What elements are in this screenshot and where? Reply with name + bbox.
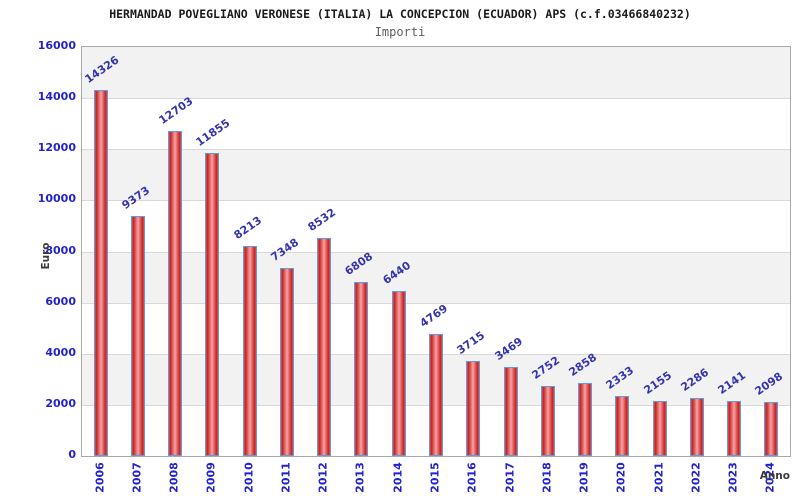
bar-2007 — [130, 216, 145, 456]
gridline — [82, 251, 790, 253]
bar-2024 — [764, 402, 779, 456]
plot-band — [82, 251, 790, 303]
bar-2023 — [727, 401, 742, 456]
x-tick-label: 2017 — [503, 462, 517, 493]
plot-band — [82, 98, 790, 150]
x-axis-title: Anno — [759, 470, 790, 482]
x-tick-label: 2006 — [93, 462, 107, 493]
x-tick-label: 2008 — [167, 462, 181, 493]
x-tick-label: 2020 — [614, 462, 628, 493]
x-tick-label: 2011 — [279, 462, 293, 493]
gridline — [82, 98, 790, 100]
x-tick-label: 2016 — [465, 462, 479, 493]
gridline — [82, 302, 790, 304]
x-tick-label: 2007 — [130, 462, 144, 493]
bar-2020 — [615, 396, 630, 456]
bar-2022 — [689, 397, 704, 456]
y-tick-label: 16000 — [37, 39, 76, 52]
y-tick-label: 10000 — [37, 192, 76, 206]
y-tick-label: 6000 — [45, 294, 76, 308]
bar-2010 — [242, 246, 257, 456]
bar-2006 — [93, 89, 108, 456]
plot-band — [82, 47, 790, 99]
y-tick-label: 8000 — [45, 243, 76, 257]
y-axis-title: Euro — [40, 242, 52, 270]
bar-2012 — [317, 237, 332, 456]
x-tick-label: 2019 — [577, 462, 591, 493]
x-tick-label: 2018 — [540, 462, 554, 493]
bar-2011 — [279, 268, 294, 456]
bar-2008 — [168, 131, 183, 456]
gridline — [82, 200, 790, 202]
bar-2017 — [503, 367, 518, 456]
x-tick-label: 2022 — [689, 462, 703, 493]
x-tick-label: 2012 — [316, 462, 330, 493]
bar-2009 — [205, 152, 220, 456]
plot-area: 14326 9373 12703 11855 8213 7348 8532 6808 6440 4… — [81, 46, 791, 457]
x-tick-label: 2021 — [652, 462, 666, 493]
x-tick-label: 2009 — [204, 462, 218, 493]
y-tick-label: 12000 — [37, 141, 76, 155]
bar-2018 — [540, 385, 555, 456]
x-tick-label: 2013 — [353, 462, 367, 493]
y-tick-label: 4000 — [45, 345, 76, 359]
x-tick-label: 2023 — [726, 462, 740, 493]
y-tick-label: 14000 — [37, 90, 76, 104]
x-tick-label: 2015 — [428, 462, 442, 493]
gridline — [82, 149, 790, 151]
bar-2021 — [652, 400, 667, 456]
bar-2014 — [391, 291, 406, 456]
plot-band — [82, 200, 790, 252]
chart-subtitle: Importi — [374, 25, 426, 39]
bar-2016 — [466, 361, 481, 456]
plot-band — [82, 149, 790, 201]
y-tick-label: 2000 — [45, 396, 76, 410]
chart-title: HERMANDAD POVEGLIANO VERONESE (ITALIA) L… — [109, 7, 691, 21]
x-tick-label: 2010 — [242, 462, 256, 493]
bar-2013 — [354, 281, 369, 456]
y-tick-label: 0 — [68, 448, 76, 461]
bar-2019 — [578, 382, 593, 456]
x-tick-label: 2014 — [391, 462, 405, 493]
bar-2015 — [429, 334, 443, 456]
